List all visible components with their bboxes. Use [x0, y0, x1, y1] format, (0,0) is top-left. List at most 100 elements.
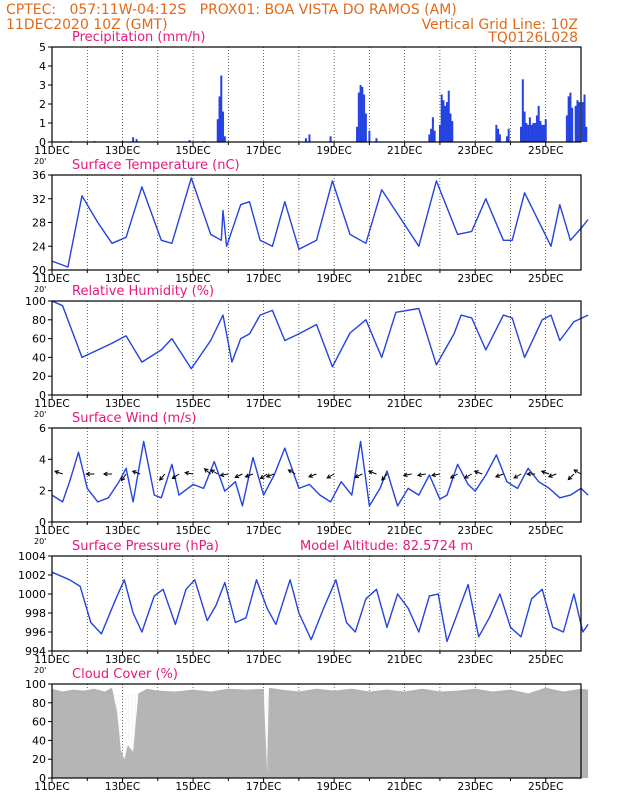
y-tick-label: 0	[39, 772, 46, 785]
precip-bar	[431, 117, 434, 142]
y-tick-label: 5	[39, 41, 46, 54]
precip-bar	[364, 113, 367, 142]
y-tick-label: 1000	[18, 588, 46, 601]
y-tick-label: 996	[25, 626, 46, 639]
panel-frame	[51, 427, 582, 523]
x-tick-label: 13DEC	[105, 145, 140, 157]
x-tick-label: 17DEC	[246, 781, 281, 793]
x-tick-label: 15DEC	[175, 654, 210, 666]
y-tick-label: 100	[25, 295, 46, 308]
x-tick-label: 23DEC	[457, 398, 492, 410]
y-tick-label: 20	[32, 264, 46, 277]
y-tick-label: 4	[39, 60, 46, 73]
y-tick-label: 100	[25, 678, 46, 691]
cloud-cover-area	[52, 687, 589, 778]
x-tick-label: 23DEC	[457, 781, 492, 793]
precip-bar	[304, 138, 307, 142]
x-tick-partial: 20'	[34, 666, 46, 675]
wind-arrow-head	[326, 474, 332, 479]
wind-arrow-head	[431, 472, 437, 478]
precip-bar	[218, 96, 221, 142]
x-tick-label: 17DEC	[246, 273, 281, 285]
y-tick-label: 998	[25, 607, 46, 620]
precip-bar	[359, 85, 362, 142]
x-tick-label: 13DEC	[105, 273, 140, 285]
wind-arrow	[288, 469, 296, 475]
y-tick-label: 6	[39, 422, 46, 435]
precip-bar	[569, 92, 572, 142]
wind-arrow-head	[567, 475, 573, 481]
wind-arrow	[245, 473, 254, 478]
precip-bar	[442, 100, 445, 142]
precip-bar	[132, 137, 135, 142]
x-tick-label: 19DEC	[316, 145, 351, 157]
precip-bar	[523, 111, 526, 142]
x-tick-label: 21DEC	[387, 398, 422, 410]
wind-arrow	[368, 470, 377, 475]
precip-bar	[363, 94, 366, 142]
panel-0: 0 1 2 3 4 5 11DEC 13DEC 15DEC 17DEC 19DEC 21DEC 23DE…	[34, 30, 588, 166]
precip-bar	[223, 136, 226, 142]
precip-bar	[449, 113, 452, 142]
precip-bar	[574, 105, 577, 142]
x-tick-label: 19DEC	[316, 781, 351, 793]
panel-1: 20 24 28 32 36 11DEC 13DEC 15DEC 17DEC 19DEC 21DEC…	[32, 158, 589, 294]
x-tick-label: 25DEC	[528, 781, 563, 793]
x-tick-label: 25DEC	[528, 273, 563, 285]
x-tick-label: 25DEC	[528, 525, 563, 537]
wind-arrow-head	[171, 474, 177, 480]
y-tick-label: 0	[39, 136, 46, 149]
wind-arrow	[567, 473, 575, 481]
wind-arrow-head	[85, 471, 91, 477]
wind-arrow-head	[219, 472, 225, 478]
x-tick-label: 17DEC	[246, 398, 281, 410]
y-tick-label: 1	[39, 117, 46, 130]
precip-bar	[361, 86, 364, 142]
precip-bar	[440, 94, 443, 142]
y-tick-label: 3	[39, 79, 46, 92]
precip-bar	[541, 124, 544, 142]
precip-bar	[528, 117, 531, 142]
y-tick-label: 40	[32, 351, 46, 364]
wind-arrow	[474, 470, 483, 475]
wind-arrow	[172, 473, 180, 479]
wind-arrow	[450, 473, 458, 479]
precip-bar	[565, 115, 568, 142]
precip-bar	[438, 124, 441, 142]
wind-arrow	[326, 473, 335, 479]
precip-bar	[585, 126, 588, 142]
panel-title: Precipitation (mm/h)	[72, 30, 205, 45]
precip-bar	[188, 140, 191, 142]
x-tick-label: 13DEC	[105, 654, 140, 666]
wind-arrow-head	[402, 472, 408, 478]
wind-arrow-head	[367, 470, 373, 475]
panel-3: 0 2 4 6 11DEC 13DEC 15DEC 17DEC 19DEC 21DEC 23DEC 2…	[34, 411, 589, 546]
precip-bar	[571, 107, 574, 142]
x-tick-label: 25DEC	[528, 654, 563, 666]
precip-bar	[498, 134, 501, 142]
precip-bar	[445, 102, 448, 142]
x-tick-label: 17DEC	[246, 525, 281, 537]
wind-arrow	[54, 470, 63, 475]
wind-arrow	[495, 473, 504, 478]
precip-bar	[544, 119, 547, 142]
wind-arrow-head	[287, 469, 293, 474]
y-tick-label: 80	[32, 697, 46, 710]
x-tick-label: 25DEC	[528, 145, 563, 157]
x-tick-label: 23DEC	[457, 525, 492, 537]
wind-arrow-head	[381, 476, 386, 481]
precip-bar	[532, 123, 535, 142]
precip-bar	[495, 124, 498, 142]
y-tick-label: 32	[32, 193, 46, 206]
wind-arrow	[204, 468, 212, 475]
y-tick-label: 20	[32, 753, 46, 766]
precip-bar	[525, 123, 528, 142]
y-tick-label: 1002	[18, 569, 46, 582]
x-tick-label: 13DEC	[105, 781, 140, 793]
y-tick-label: 994	[25, 645, 46, 658]
precip-bar	[356, 126, 359, 142]
x-tick-label: 25DEC	[528, 398, 563, 410]
precip-bar	[567, 96, 570, 142]
